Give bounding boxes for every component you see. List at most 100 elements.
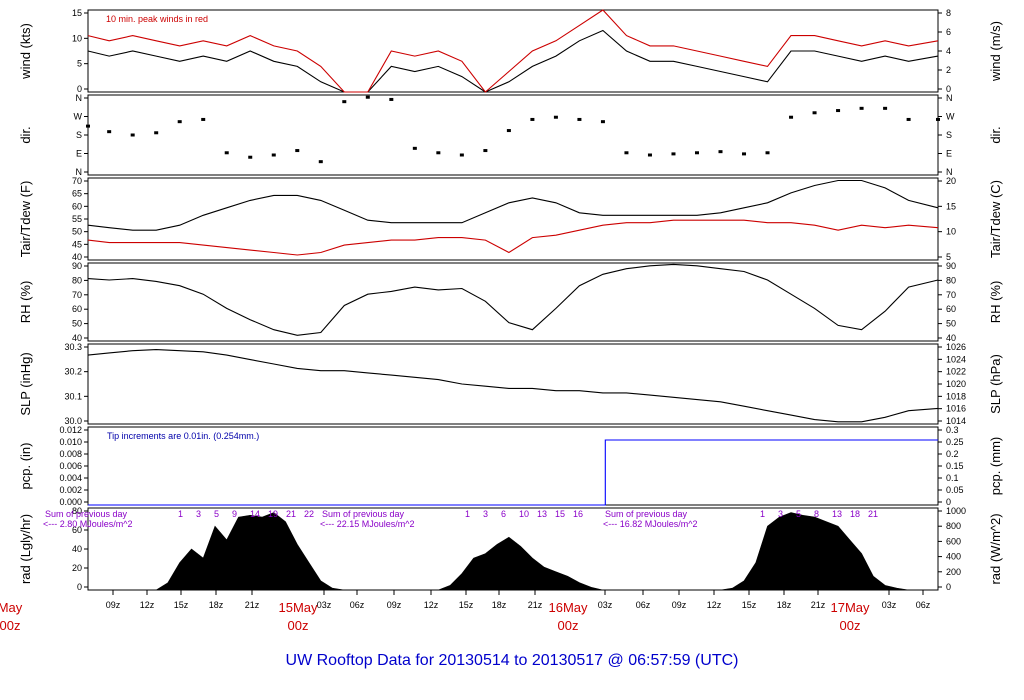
hour-mark: 1 [178,509,183,519]
right-tick-label: 0.25 [946,437,964,447]
right-tick-label: 0.1 [946,473,959,483]
right-tick-label: 1020 [946,379,966,389]
panel-slp: 30.0 30.1 30.2 30.3 1014 1016 1018 1020 1022 1024… [18,342,1003,426]
panel-frame [87,343,939,425]
right-tick-label: 800 [946,521,961,531]
day-label: 16May [548,600,588,615]
y-label-right: SLP (hPa) [988,354,1003,414]
day-label: 15May [278,600,318,615]
right-tick-label: 60 [946,304,956,314]
direction-point [647,153,652,157]
direction-point [765,151,770,155]
x-tick-label: 12z [140,600,155,610]
series-rad [88,512,938,591]
series-Tdew [87,219,939,256]
direction-point [624,151,629,155]
right-tick-label: 0.05 [946,485,964,495]
right-tick-label: 20 [946,176,956,186]
direction-point [436,151,441,155]
left-tick-label: 60 [72,201,82,211]
series-SLP [87,349,939,423]
x-tick-label: 15z [174,600,189,610]
hour-mark: 3 [196,509,201,519]
left-tick-label: 40 [72,544,82,554]
y-label-right: wind (m/s) [988,21,1003,82]
right-tick-label: 40 [946,333,956,343]
left-tick-label: N [76,167,83,177]
x-tick-label: 12z [707,600,722,610]
y-label-left: rad (Lgly/hr) [18,514,33,584]
series-wind [87,29,939,93]
y-label-left: RH (%) [18,281,33,324]
x-axis: 09z 12z 15z 18z 21z 03z 06z 09z 12z 15z 18z 21z 03z 0… [0,590,931,633]
right-tick-label: 1022 [946,367,966,377]
right-tick-label: 0 [946,497,951,507]
left-tick-label: 0.008 [59,449,82,459]
x-tick-label: 18z [209,600,224,610]
left-tick-label: 15 [72,8,82,18]
y-label-left: SLP (inHg) [18,352,33,415]
direction-point [130,133,135,137]
left-tick-label: 90 [72,261,82,271]
x-tick-label: 21z [245,600,260,610]
right-tick-label: 2 [946,65,951,75]
direction-point [483,149,488,153]
direction-point [271,153,276,157]
left-tick-label: 50 [72,319,82,329]
right-tick-label: 1018 [946,391,966,401]
right-tick-label: 4 [946,46,951,56]
hour-mark: 13 [832,509,842,519]
right-tick-label: 400 [946,552,961,562]
right-tick-label: 70 [946,290,956,300]
panel-annotation: Tip increments are 0.01in. (0.254mm.) [107,431,259,441]
right-tick-label: 1014 [946,416,966,426]
right-tick-label: 1024 [946,354,966,364]
left-tick-label: 40 [72,333,82,343]
left-tick-label: 65 [72,189,82,199]
left-tick-label: 5 [77,59,82,69]
left-tick-label: 20 [72,563,82,573]
x-tick-label: 09z [387,600,402,610]
direction-point [154,131,159,135]
right-tick-label: 0.3 [946,425,959,435]
left-tick-label: 70 [72,290,82,300]
left-tick-label: 45 [72,239,82,249]
direction-point [412,146,417,150]
x-tick-label: 09z [672,600,687,610]
x-tick-label: 03z [598,600,613,610]
right-tick-label: 1000 [946,506,966,516]
direction-point [177,120,182,124]
panel-frame [87,94,939,176]
y-label-right: dir. [988,126,1003,143]
x-tick-label: 15z [742,600,757,610]
series-direction [86,95,940,164]
day-label: 17May [830,600,870,615]
hour-mark: 5 [796,509,801,519]
right-tick-label: N [946,167,953,177]
x-tick-label: 03z [317,600,332,610]
left-tick-label: 30.2 [64,367,82,377]
day-hour-label: 00z [558,618,579,633]
direction-point [459,153,464,157]
right-tick-label: 0 [946,84,951,94]
direction-point [906,117,911,121]
right-tick-label: N [946,93,953,103]
direction-point [600,120,605,124]
right-tick-label: 90 [946,261,956,271]
daily-sum-value: <--- 22.15 MJoules/m^2 [320,519,415,529]
left-tick-label: S [76,130,82,140]
hour-mark: 16 [573,509,583,519]
left-tick-label: 60 [72,304,82,314]
left-tick-label: 30.1 [64,391,82,401]
left-tick-label: 0.006 [59,461,82,471]
right-tick-label: 5 [946,252,951,262]
right-tick-label: W [946,112,955,122]
hour-mark: 19 [268,509,278,519]
panel-wind: 0 5 10 15 0 2 4 6 8 wind (kts) wind (m/s) 10 min. p… [18,8,1003,94]
direction-point [389,97,394,101]
panel-annotation: 10 min. peak winds in red [106,14,208,24]
left-tick-label: W [74,112,83,122]
